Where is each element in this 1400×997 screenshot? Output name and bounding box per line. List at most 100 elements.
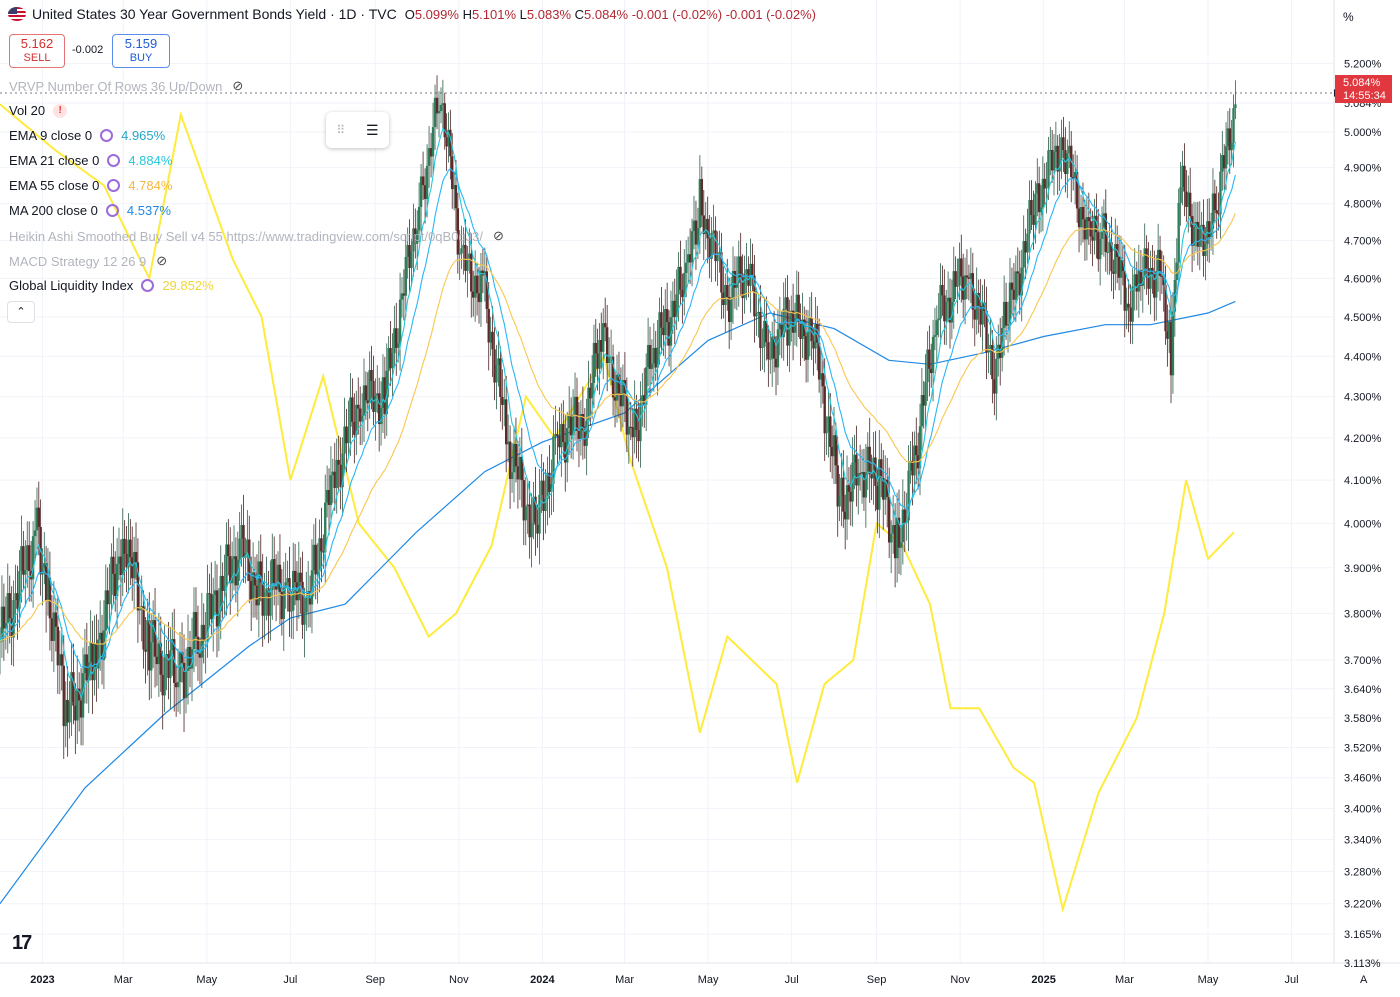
- candle-body: [648, 345, 652, 369]
- eye-hidden-icon[interactable]: ⊘: [156, 253, 168, 268]
- refresh-icon[interactable]: [105, 204, 119, 217]
- heikin-label: Heikin Ashi Smoothed Buy Sell v4 55 http…: [9, 228, 484, 244]
- candle-body: [1022, 241, 1025, 268]
- candle: [353, 393, 356, 464]
- candle-body: [985, 310, 988, 353]
- candle: [234, 537, 238, 603]
- candle-body: [753, 275, 756, 317]
- candle-body: [163, 657, 166, 696]
- candle-body: [1190, 216, 1194, 246]
- refresh-icon[interactable]: [107, 154, 121, 167]
- candle-body: [213, 590, 217, 596]
- drag-grip-icon[interactable]: ⠿: [336, 123, 346, 137]
- legend-vrvp[interactable]: VRVP Number Of Rows 36 Up/Down ⊘: [9, 78, 243, 94]
- candle: [1188, 167, 1192, 228]
- sell-button[interactable]: 5.162 SELL: [9, 34, 65, 68]
- candle-body: [924, 382, 927, 406]
- candle: [922, 380, 925, 429]
- drawing-toolbar-handle[interactable]: ⠿ ☰: [326, 112, 389, 148]
- candle: [633, 380, 636, 454]
- legend-ema21[interactable]: EMA 21 close 0 4.884%: [9, 153, 172, 168]
- candle-body: [615, 374, 619, 401]
- candle-body: [542, 480, 545, 511]
- candle: [901, 479, 905, 565]
- collapse-legend-button[interactable]: ⌃: [7, 301, 35, 323]
- candle: [329, 446, 333, 525]
- tradingview-logo[interactable]: 17: [12, 932, 32, 954]
- candle-body: [223, 585, 226, 591]
- candle: [891, 495, 895, 554]
- candle: [1155, 254, 1158, 321]
- candle-body: [439, 104, 443, 111]
- candle: [452, 171, 456, 211]
- legend-ma200[interactable]: MA 200 close 0 4.537%: [9, 203, 171, 218]
- refresh-icon[interactable]: [107, 179, 121, 192]
- candle: [18, 550, 21, 628]
- candle: [8, 575, 11, 644]
- eye-hidden-icon[interactable]: ⊘: [232, 78, 244, 93]
- candle-body: [305, 596, 308, 613]
- candle-body: [621, 380, 625, 407]
- candle-body: [415, 230, 419, 244]
- candle: [690, 218, 694, 287]
- candle: [985, 286, 988, 380]
- candle: [14, 564, 17, 624]
- symbol-title[interactable]: United States 30 Year Government Bonds Y…: [32, 6, 397, 22]
- candle: [253, 556, 257, 618]
- candle: [1196, 201, 1200, 266]
- refresh-icon[interactable]: [100, 129, 114, 142]
- candle: [351, 378, 354, 438]
- candle-body: [814, 323, 817, 349]
- auto-scale-button[interactable]: A: [1360, 974, 1368, 986]
- legend-heikin[interactable]: Heikin Ashi Smoothed Buy Sell v4 55 http…: [9, 228, 504, 244]
- candle-body: [1036, 183, 1039, 194]
- candle-body: [569, 414, 573, 436]
- candle-body: [506, 441, 510, 445]
- candle-body: [8, 593, 11, 619]
- legend-ema55[interactable]: EMA 55 close 0 4.784%: [9, 178, 172, 193]
- candle: [377, 377, 381, 452]
- candle-body: [727, 296, 731, 322]
- candle-body: [956, 285, 959, 287]
- candle-body: [761, 346, 764, 348]
- candle: [652, 323, 656, 392]
- candle: [435, 75, 439, 130]
- candle-body: [171, 639, 174, 651]
- legend-gli[interactable]: Global Liquidity Index 29.852%: [9, 278, 214, 293]
- legend-macd[interactable]: MACD Strategy 12 26 9 ⊘: [9, 253, 167, 269]
- candle-body: [786, 297, 789, 346]
- candle: [441, 79, 445, 130]
- candle-body: [769, 358, 772, 360]
- candle-body: [144, 649, 147, 652]
- candle-body: [1056, 145, 1059, 172]
- candle-body: [1187, 192, 1190, 207]
- candle: [391, 333, 394, 397]
- candle: [954, 256, 957, 300]
- candle-body: [729, 298, 733, 322]
- candle: [213, 560, 217, 616]
- candle-body: [253, 572, 257, 586]
- candle-body: [1177, 202, 1180, 263]
- candle: [102, 600, 106, 689]
- candle: [1004, 282, 1008, 340]
- menu-icon[interactable]: ☰: [366, 121, 379, 138]
- buy-button[interactable]: 5.159 BUY: [112, 34, 170, 68]
- legend-ema9[interactable]: EMA 9 close 0 4.965%: [9, 128, 165, 143]
- candle-body: [605, 327, 609, 364]
- candle: [943, 269, 946, 345]
- candle-body: [169, 650, 172, 678]
- candle-body: [613, 397, 617, 401]
- candle-body: [240, 525, 243, 539]
- candle-body: [913, 445, 916, 476]
- candle: [368, 351, 371, 419]
- warning-icon[interactable]: !: [53, 103, 68, 118]
- x-tick-label: Nov: [950, 974, 970, 986]
- eye-hidden-icon[interactable]: ⊘: [493, 228, 504, 243]
- refresh-icon[interactable]: [141, 279, 155, 292]
- legend-vol[interactable]: Vol 20 !: [9, 103, 68, 118]
- candle: [491, 306, 494, 377]
- candle: [819, 348, 823, 408]
- candle-body: [364, 385, 368, 401]
